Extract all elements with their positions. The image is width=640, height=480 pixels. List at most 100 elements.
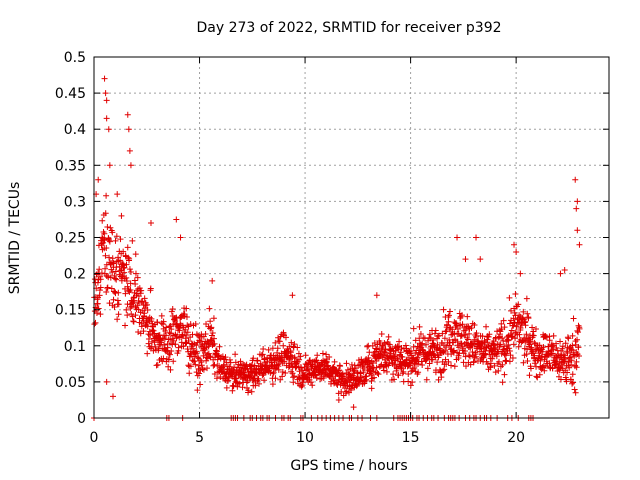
- data-point: [407, 347, 414, 354]
- data-point: [396, 338, 403, 345]
- data-point: [308, 365, 315, 372]
- data-point: [473, 353, 480, 360]
- data-point: [239, 384, 246, 391]
- data-point: [435, 376, 442, 383]
- data-point: [112, 237, 119, 244]
- data-point: [222, 354, 229, 361]
- data-point: [381, 340, 388, 347]
- data-point: [213, 375, 220, 382]
- data-point: [531, 339, 538, 346]
- data-point: [366, 349, 373, 356]
- data-point: [568, 361, 575, 368]
- data-point: [418, 358, 425, 365]
- data-point: [523, 331, 530, 338]
- data-point: [570, 315, 577, 322]
- data-point: [97, 311, 104, 318]
- data-point: [462, 363, 469, 370]
- data-point: [163, 324, 170, 331]
- data-point: [125, 254, 132, 261]
- data-point: [103, 245, 110, 252]
- data-point: [541, 367, 548, 374]
- data-point-peak: [209, 277, 216, 284]
- data-point: [485, 333, 492, 340]
- data-point: [111, 272, 118, 279]
- data-point: [260, 346, 267, 353]
- data-point: [169, 306, 176, 313]
- data-point: [410, 325, 417, 332]
- data-point: [445, 358, 452, 365]
- data-point: [450, 348, 457, 355]
- data-point: [405, 371, 412, 378]
- data-point: [483, 323, 490, 330]
- data-point: [442, 328, 449, 335]
- data-point: [508, 327, 515, 334]
- data-point: [213, 348, 220, 355]
- data-point-peak: [125, 126, 132, 133]
- y-tick-label: 0.4: [64, 122, 86, 138]
- data-point: [399, 370, 406, 377]
- data-point: [499, 335, 506, 342]
- data-point: [425, 337, 432, 344]
- data-point: [466, 353, 473, 360]
- data-point: [336, 367, 343, 374]
- data-point: [559, 343, 566, 350]
- data-point: [92, 319, 99, 326]
- data-point: [267, 369, 274, 376]
- data-point: [575, 329, 582, 336]
- data-point: [515, 301, 522, 308]
- data-point: [395, 343, 402, 350]
- data-point: [439, 330, 446, 337]
- data-point-peak: [105, 126, 112, 133]
- data-point: [144, 323, 151, 330]
- data-point: [135, 328, 142, 335]
- data-point: [106, 238, 113, 245]
- data-point: [512, 291, 519, 298]
- data-point: [113, 233, 120, 240]
- data-point: [276, 338, 283, 345]
- data-point: [534, 374, 541, 381]
- data-point: [211, 335, 218, 342]
- data-point: [211, 371, 218, 378]
- data-point: [127, 286, 134, 293]
- data-point: [459, 321, 466, 328]
- data-point-peak: [511, 241, 518, 248]
- data-point: [466, 330, 473, 337]
- data-point: [154, 319, 161, 326]
- data-point: [245, 387, 252, 394]
- data-point: [468, 324, 475, 331]
- data-point: [299, 382, 306, 389]
- data-point: [170, 358, 177, 365]
- data-point: [166, 351, 173, 358]
- data-point: [391, 376, 398, 383]
- data-point: [281, 358, 288, 365]
- data-point: [143, 301, 150, 308]
- data-point: [573, 364, 580, 371]
- data-point-peak: [574, 198, 581, 205]
- data-point: [208, 336, 215, 343]
- data-point: [192, 349, 199, 356]
- data-point: [138, 323, 145, 330]
- data-point: [184, 322, 191, 329]
- data-point: [236, 380, 243, 387]
- data-point: [508, 307, 515, 314]
- data-point: [434, 359, 441, 366]
- data-point-peak: [103, 115, 110, 122]
- data-point: [501, 324, 508, 331]
- data-point-peak: [103, 378, 110, 385]
- data-point-peak: [289, 292, 296, 299]
- data-point: [235, 361, 242, 368]
- data-point: [432, 327, 439, 334]
- data-point: [97, 284, 104, 291]
- data-point: [467, 361, 474, 368]
- data-point: [320, 375, 327, 382]
- data-point-peak: [572, 176, 579, 183]
- data-point: [101, 230, 108, 237]
- data-point: [147, 285, 154, 292]
- x-tick-label: 10: [296, 430, 314, 446]
- data-point: [100, 239, 107, 246]
- data-point: [96, 266, 103, 273]
- data-point-peak: [513, 248, 520, 255]
- data-point-peak: [350, 404, 357, 411]
- data-point: [117, 257, 124, 264]
- data-point: [309, 382, 316, 389]
